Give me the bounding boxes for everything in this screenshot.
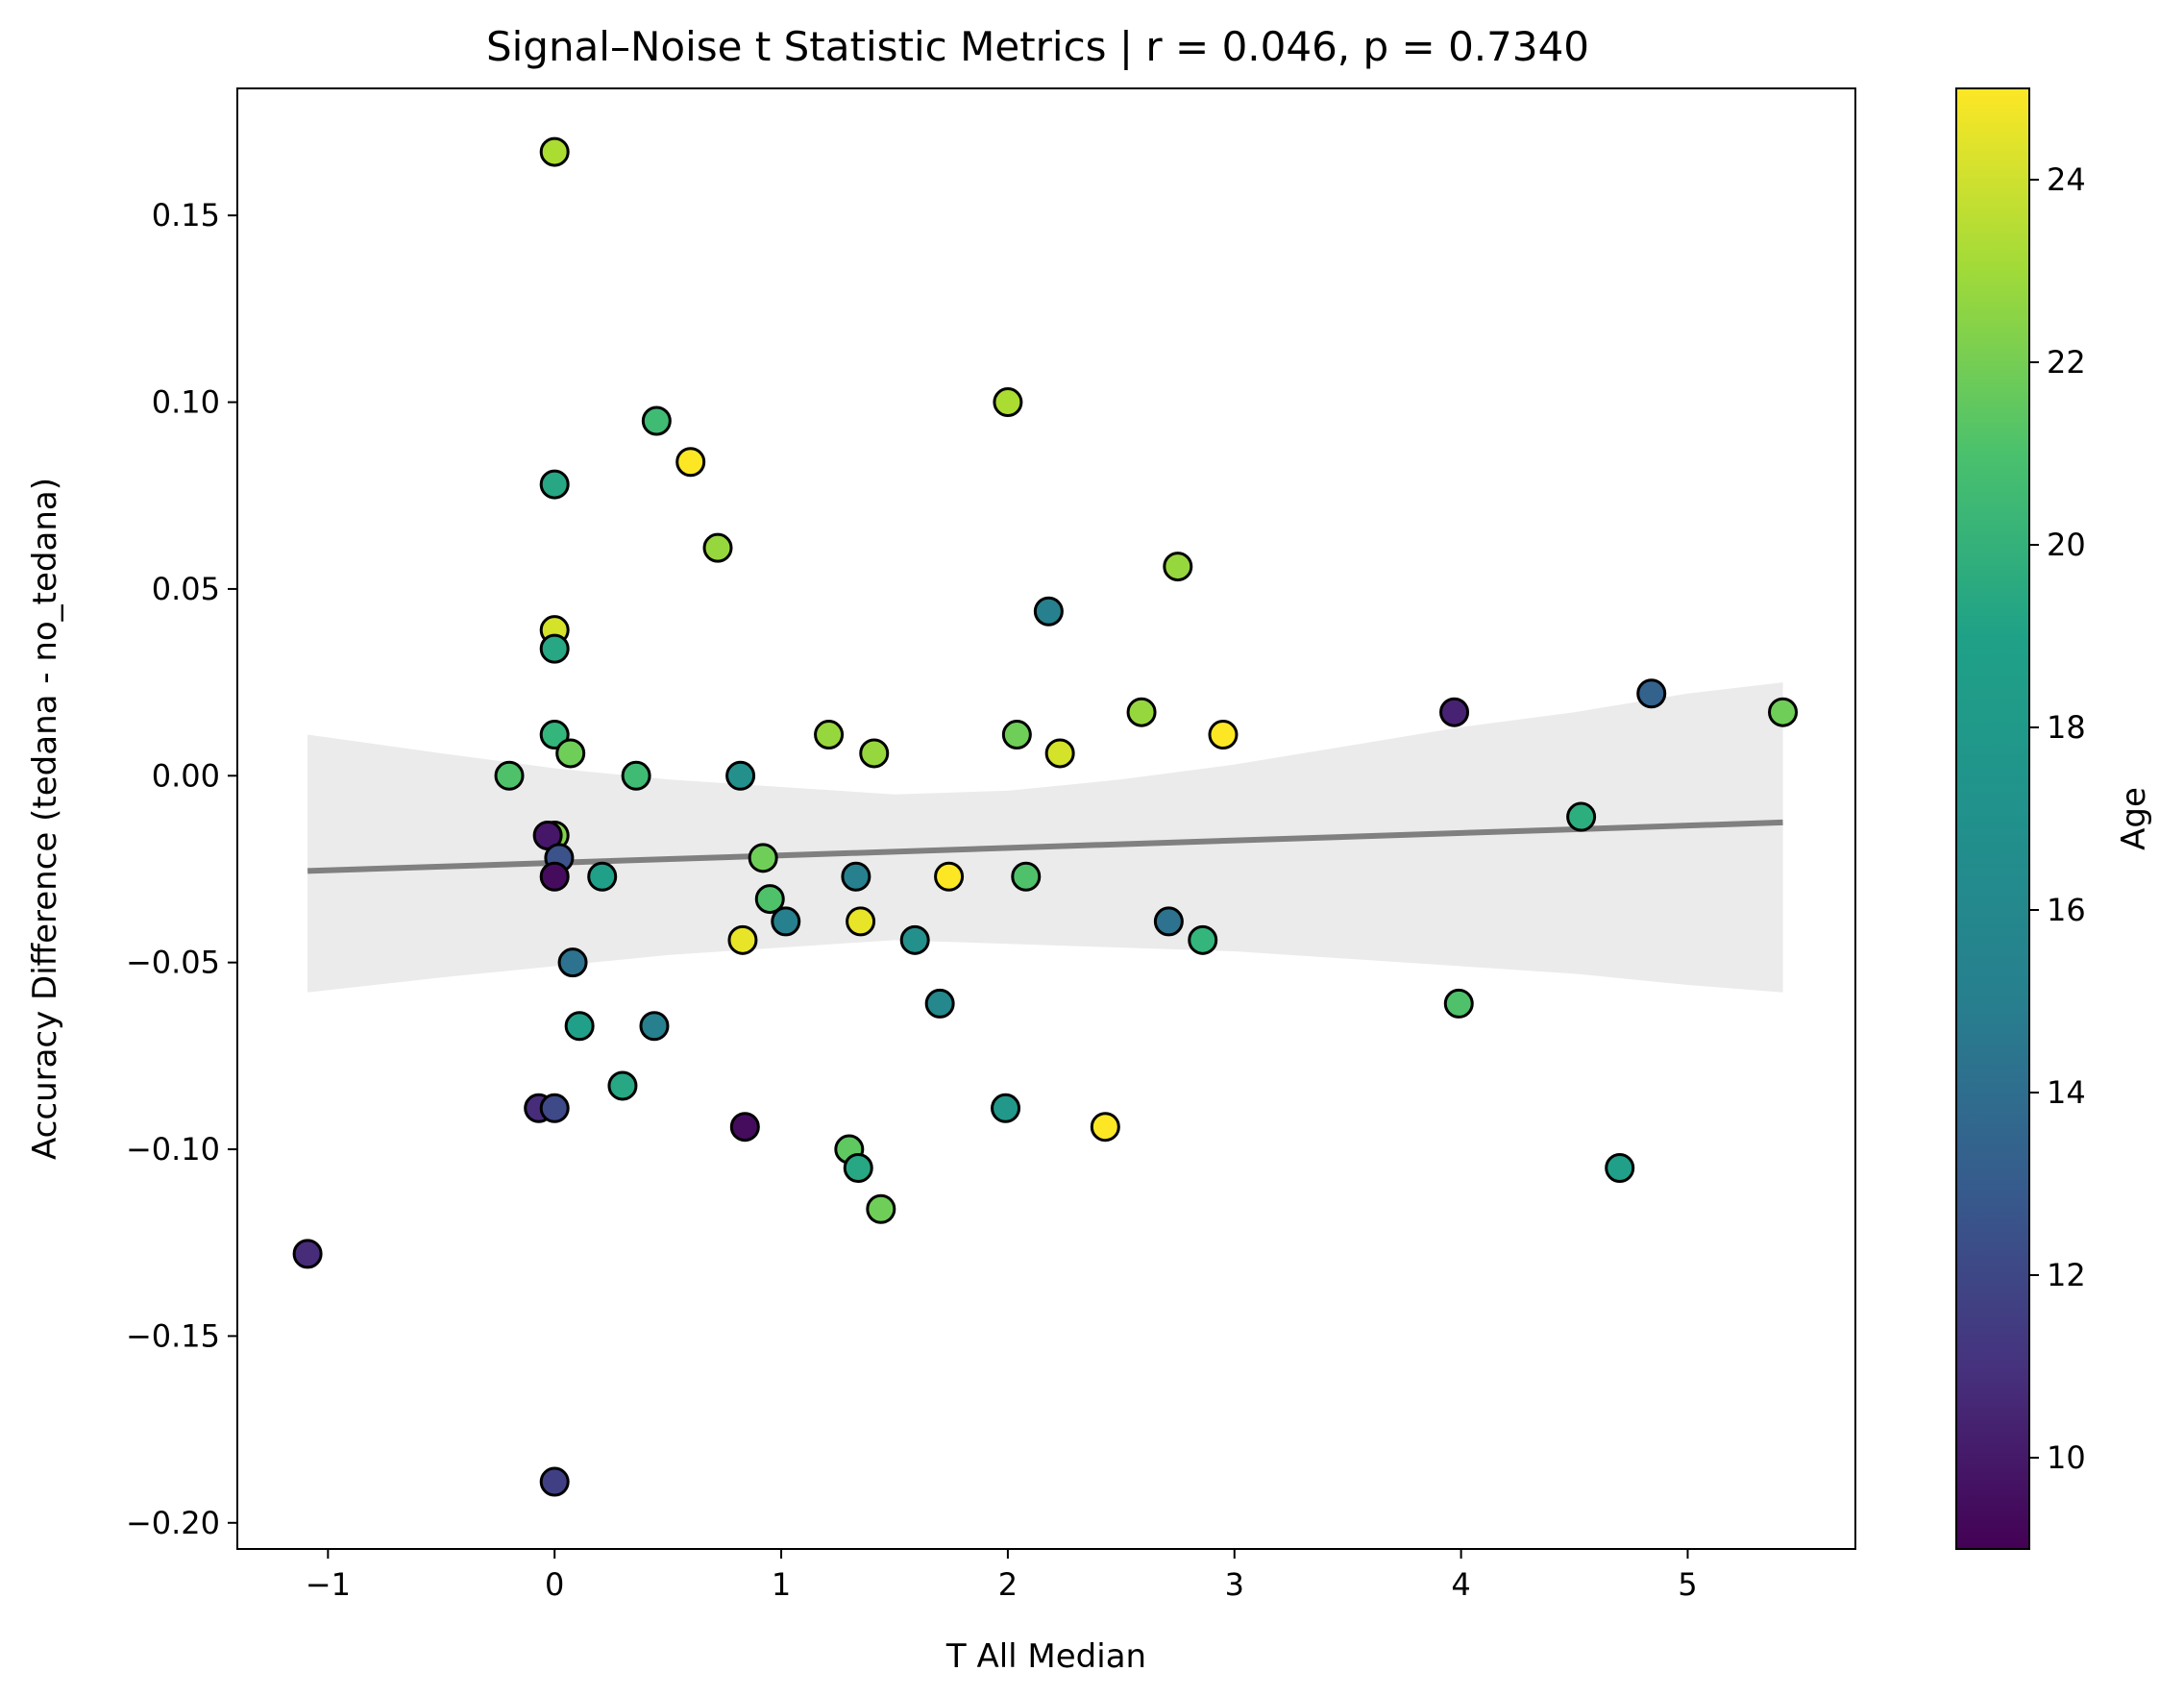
scatter-point: [557, 947, 588, 978]
confidence-band-layer: [307, 682, 1783, 993]
scatter-point: [1001, 720, 1032, 750]
scatter-point: [993, 387, 1023, 418]
colorbar-label: Age: [2115, 787, 2153, 850]
scatter-point: [639, 1011, 670, 1042]
scatter-point: [1208, 720, 1239, 750]
colorbar-tick-label: 18: [2047, 709, 2086, 746]
scatter-point: [539, 469, 570, 500]
y-axis-ticks: −0.20 −0.15 −0.10 −0.05 0.00 0.05 0.10 0.15: [126, 197, 237, 1541]
scatter-point: [924, 988, 955, 1019]
scatter-point: [991, 1093, 1021, 1123]
y-tick-label: 0.00: [152, 757, 220, 794]
y-tick-label: −0.15: [126, 1317, 220, 1354]
scatter-point: [1153, 906, 1184, 937]
x-tick-label: 1: [772, 1566, 791, 1603]
scatter-point: [621, 760, 651, 791]
scatter-point: [754, 884, 785, 915]
scatter-point: [1443, 988, 1474, 1019]
scatter-point: [539, 1093, 570, 1123]
colorbar-tick-label: 24: [2047, 161, 2086, 198]
y-tick-label: −0.10: [126, 1131, 220, 1168]
x-tick-label: 5: [1678, 1566, 1697, 1603]
scatter-point: [555, 738, 586, 769]
scatter-point: [539, 633, 570, 664]
y-tick-label: −0.05: [126, 945, 220, 981]
x-axis-label: T All Median: [945, 1637, 1146, 1676]
colorbar-tick-label: 20: [2047, 527, 2086, 563]
scatter-point: [727, 924, 758, 955]
scatter-point: [725, 760, 756, 791]
scatter-point: [539, 720, 570, 750]
scatter-point: [1566, 801, 1597, 832]
scatter-point: [729, 1112, 760, 1143]
scatter-points-layer: [292, 136, 1799, 1497]
scatter-point: [292, 1239, 323, 1269]
colorbar-tick-label: 22: [2047, 344, 2086, 381]
x-tick-label: 2: [998, 1566, 1018, 1603]
colorbar-tick-label: 16: [2047, 892, 2086, 928]
scatter-point: [748, 843, 778, 873]
scatter-point: [675, 447, 706, 478]
scatter-point: [814, 720, 845, 750]
scatter-point: [702, 532, 733, 563]
x-tick-label: 3: [1225, 1566, 1244, 1603]
plot-area-frame: [236, 87, 1856, 1550]
scatter-point: [587, 861, 618, 892]
scatter-point: [1011, 861, 1042, 892]
scatter-point: [1163, 552, 1193, 582]
y-tick-label: 0.05: [152, 571, 220, 607]
scatter-point: [494, 760, 525, 791]
x-tick-label: −1: [306, 1566, 351, 1603]
colorbar-ticks: 10 12 14 16 18 20 22 24: [2029, 161, 2086, 1476]
scatter-point: [1126, 697, 1157, 727]
scatter-point: [564, 1011, 595, 1042]
colorbar-tick-label: 14: [2047, 1074, 2086, 1111]
scatter-point: [859, 738, 890, 769]
scatter-point: [1636, 678, 1667, 709]
scatter-point: [846, 906, 876, 937]
scatter-point: [1188, 924, 1218, 955]
scatter-point: [899, 924, 930, 955]
scatter-point: [1605, 1152, 1635, 1183]
colorbar-tick-label: 12: [2047, 1257, 2086, 1293]
y-tick-label: 0.15: [152, 197, 220, 234]
scatter-point: [1090, 1112, 1120, 1143]
chart-title: Signal–Noise t Statistic Metrics | r = 0…: [486, 23, 1589, 70]
y-tick-label: 0.10: [152, 384, 220, 421]
scatter-point: [771, 906, 801, 937]
scatter-point: [843, 1152, 873, 1183]
scatter-point: [841, 861, 871, 892]
colorbar-tick-label: 10: [2047, 1439, 2086, 1476]
scatter-point: [539, 861, 570, 892]
scatter-point: [1439, 697, 1470, 727]
y-tick-label: −0.20: [126, 1505, 220, 1541]
y-axis-label: Accuracy Difference (tedana - no_tedana): [26, 478, 64, 1160]
scatter-point: [641, 406, 672, 436]
x-tick-label: 0: [545, 1566, 564, 1603]
scatter-point: [1044, 738, 1075, 769]
scatter-point: [539, 1466, 570, 1497]
scatter-point: [1768, 697, 1799, 727]
scatter-point: [539, 136, 570, 167]
scatter-point: [1033, 596, 1064, 627]
colorbar: [1955, 87, 2030, 1550]
confidence-band: [307, 682, 1783, 993]
scatter-point: [607, 1070, 638, 1101]
scatter-point: [934, 861, 965, 892]
x-tick-label: 4: [1451, 1566, 1470, 1603]
scatter-point: [866, 1193, 896, 1224]
x-axis-ticks: −1 0 1 2 3 4 5: [306, 1549, 1698, 1603]
